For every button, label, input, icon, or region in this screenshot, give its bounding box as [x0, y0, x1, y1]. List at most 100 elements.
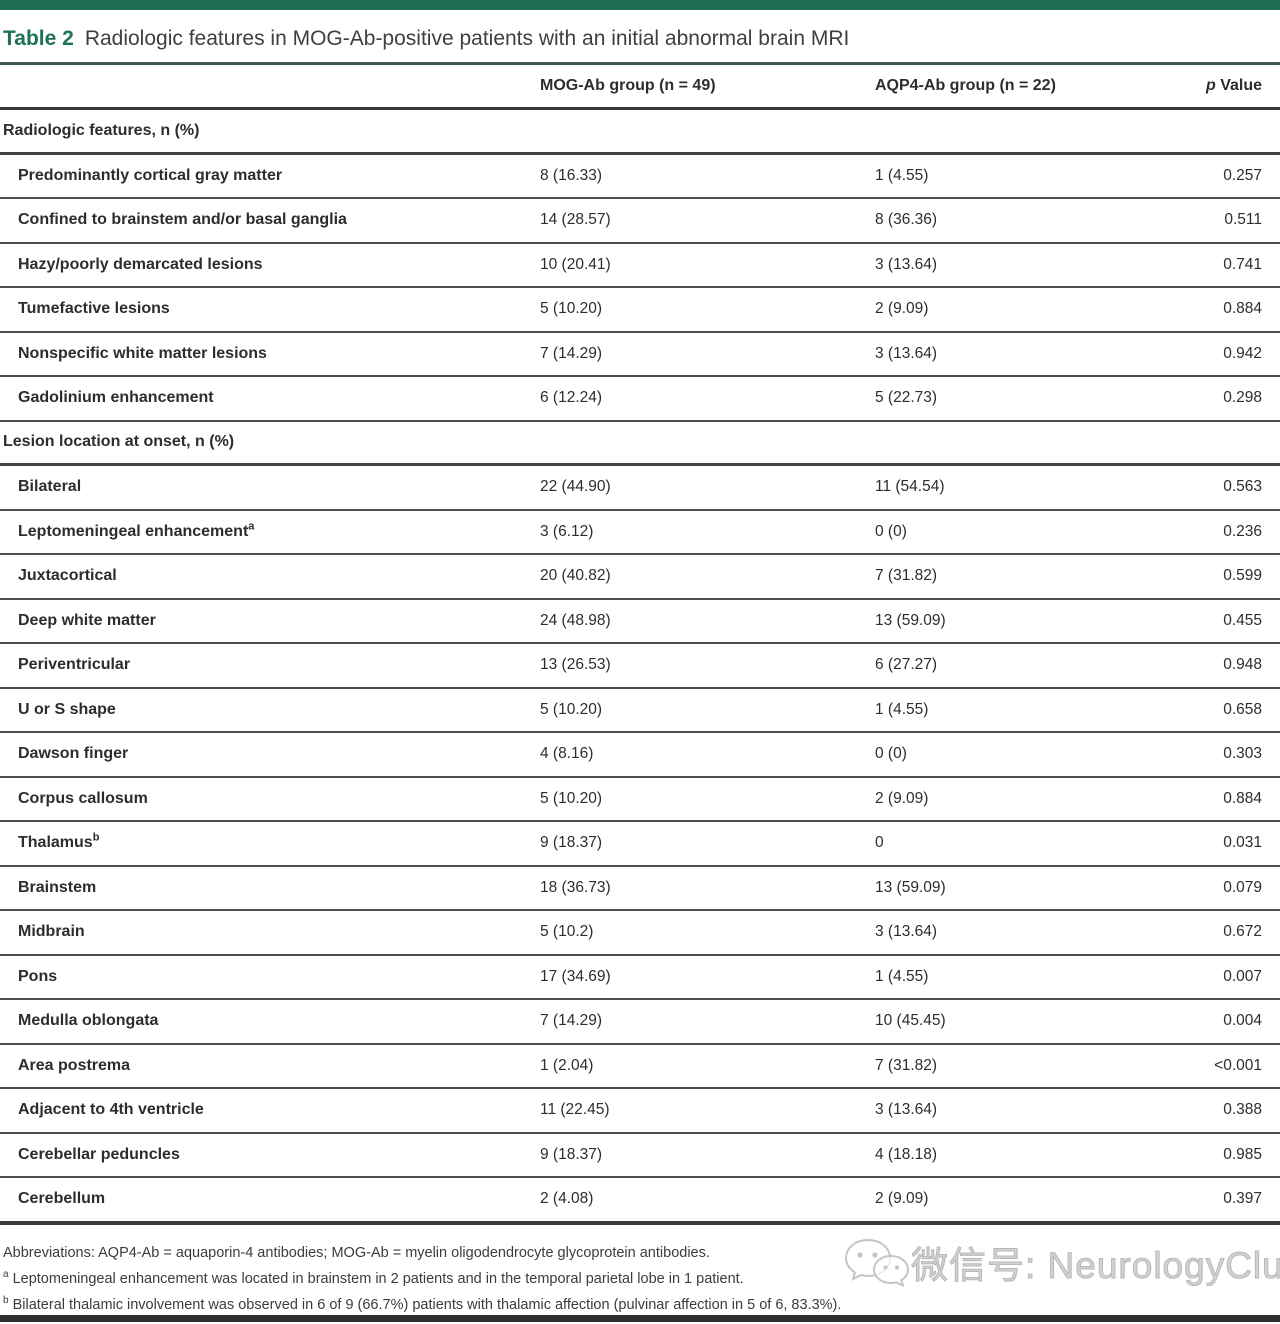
table-row: Bilateral 22 (44.90) 11 (54.54) 0.563	[0, 466, 1280, 511]
row-label: Bilateral	[18, 478, 82, 496]
row-label: Area postrema	[18, 1056, 131, 1074]
p-value: 0.884	[1223, 789, 1262, 807]
aqp4-value: 2 (9.09)	[875, 300, 929, 318]
p-value: <0.001	[1214, 1056, 1262, 1074]
table-row: Medulla oblongata 7 (14.29) 10 (45.45) 0…	[0, 1000, 1280, 1045]
table-row: Area postrema 1 (2.04) 7 (31.82) <0.001	[0, 1045, 1280, 1089]
p-value: 0.511	[1224, 211, 1262, 229]
p-value: 0.303	[1223, 745, 1262, 763]
table-row: Nonspecific white matter lesions 7 (14.2…	[0, 333, 1280, 377]
mog-value: 13 (26.53)	[540, 656, 611, 674]
p-symbol: p	[1205, 77, 1216, 94]
row-label: Periventricular	[18, 656, 131, 674]
row-label: Pons	[18, 967, 58, 985]
mog-value: 9 (18.37)	[540, 1145, 603, 1163]
mog-value: 18 (36.73)	[540, 878, 611, 896]
aqp4-value: 7 (31.82)	[875, 1056, 938, 1074]
p-value: 0.031	[1223, 834, 1262, 852]
aqp4-value: 3 (13.64)	[875, 344, 938, 362]
section-label: Radiologic features, n (%)	[3, 121, 200, 139]
table-number-label: Table 2	[3, 27, 74, 50]
p-value: 0.397	[1223, 1190, 1262, 1208]
mog-value: 4 (8.16)	[540, 745, 594, 763]
aqp4-value: 2 (9.09)	[875, 1190, 929, 1208]
mog-value: 17 (34.69)	[540, 967, 611, 985]
table-row: U or S shape 5 (10.20) 1 (4.55) 0.658	[0, 689, 1280, 733]
footnote-marker-b: b	[92, 831, 100, 844]
table-row: Brainstem 18 (36.73) 13 (59.09) 0.079	[0, 867, 1280, 911]
p-value: 0.985	[1223, 1145, 1262, 1163]
row-label: Adjacent to 4th ventricle	[18, 1101, 204, 1119]
table-row: Cerebellar peduncles 9 (18.37) 4 (18.18)…	[0, 1134, 1280, 1178]
aqp4-value: 5 (22.73)	[875, 389, 938, 407]
aqp4-value: 0 (0)	[875, 522, 907, 540]
table-row: Hazy/poorly demarcated lesions 10 (20.41…	[0, 244, 1280, 288]
table-footnotes: Abbreviations: AQP4-Ab = aquaporin-4 ant…	[3, 1240, 1280, 1318]
section-row: Radiologic features, n (%)	[0, 110, 1280, 155]
table-row: Thalamusb 9 (18.37) 0 0.031	[0, 822, 1280, 867]
p-value: 0.741	[1223, 255, 1262, 273]
footnote-abbreviations: Abbreviations: AQP4-Ab = aquaporin-4 ant…	[3, 1244, 710, 1261]
row-label: Hazy/poorly demarcated lesions	[18, 255, 263, 273]
table-row: Confined to brainstem and/or basal gangl…	[0, 199, 1280, 244]
aqp4-value: 1 (4.55)	[875, 967, 929, 985]
footnote-a-marker: a	[3, 1268, 9, 1280]
p-value: 0.672	[1223, 923, 1262, 941]
row-label: Midbrain	[18, 923, 85, 941]
row-label: Nonspecific white matter lesions	[18, 344, 267, 362]
mog-value: 6 (12.24)	[540, 389, 603, 407]
p-value: 0.884	[1223, 300, 1262, 318]
bottom-rule-bar	[0, 1315, 1280, 1322]
table-row: Midbrain 5 (10.2) 3 (13.64) 0.672	[0, 911, 1280, 956]
aqp4-value: 13 (59.09)	[875, 878, 946, 896]
aqp4-value: 4 (18.18)	[875, 1145, 938, 1163]
row-label: U or S shape	[18, 700, 116, 718]
table-row: Juxtacortical 20 (40.82) 7 (31.82) 0.599	[0, 555, 1280, 600]
mog-value: 3 (6.12)	[540, 522, 594, 540]
p-value: 0.599	[1223, 567, 1262, 585]
table-row: Predominantly cortical gray matter 8 (16…	[0, 155, 1280, 199]
p-value: 0.257	[1223, 166, 1262, 184]
table-row: Dawson finger 4 (8.16) 0 (0) 0.303	[0, 733, 1280, 778]
row-label: Leptomeningeal enhancementa	[18, 520, 255, 540]
aqp4-value: 3 (13.64)	[875, 255, 938, 273]
row-label: Medulla oblongata	[18, 1012, 159, 1030]
section-label: Lesion location at onset, n (%)	[3, 433, 235, 451]
row-label: Corpus callosum	[18, 789, 148, 807]
footnote-marker-a: a	[248, 520, 255, 533]
row-label: Gadolinium enhancement	[18, 389, 214, 407]
table-title: Radiologic features in MOG-Ab-positive p…	[84, 27, 850, 50]
footnote-a: a Leptomeningeal enhancement was located…	[3, 1268, 744, 1287]
row-label: Cerebellar peduncles	[18, 1145, 180, 1163]
mog-value: 5 (10.2)	[540, 923, 594, 941]
table-title-row: Table 2 Radiologic features in MOG-Ab-pos…	[3, 24, 1280, 54]
mog-value: 10 (20.41)	[540, 255, 611, 273]
p-value: 0.079	[1223, 878, 1262, 896]
p-value: 0.004	[1223, 1012, 1262, 1030]
mog-value: 2 (4.08)	[540, 1190, 594, 1208]
table-row: Periventricular 13 (26.53) 6 (27.27) 0.9…	[0, 644, 1280, 689]
table-row: Corpus callosum 5 (10.20) 2 (9.09) 0.884	[0, 778, 1280, 822]
row-label: Tumefactive lesions	[18, 300, 170, 318]
aqp4-value: 3 (13.64)	[875, 923, 938, 941]
top-accent-bar	[0, 0, 1280, 10]
aqp4-value: 13 (59.09)	[875, 611, 946, 629]
mog-value: 20 (40.82)	[540, 567, 611, 585]
mog-value: 14 (28.57)	[540, 211, 611, 229]
aqp4-value: 8 (36.36)	[875, 211, 938, 229]
table-row: Gadolinium enhancement 6 (12.24) 5 (22.7…	[0, 377, 1280, 422]
footnote-b: b Bilateral thalamic involvement was obs…	[3, 1294, 842, 1313]
aqp4-value: 10 (45.45)	[875, 1012, 946, 1030]
aqp4-value: 1 (4.55)	[875, 700, 929, 718]
aqp4-value: 1 (4.55)	[875, 166, 929, 184]
mog-value: 5 (10.20)	[540, 300, 603, 318]
row-label: Brainstem	[18, 878, 97, 896]
p-value: 0.298	[1223, 389, 1262, 407]
aqp4-value: 0 (0)	[875, 745, 907, 763]
aqp4-value: 7 (31.82)	[875, 567, 938, 585]
mog-value: 9 (18.37)	[540, 834, 603, 852]
p-value: 0.942	[1223, 344, 1262, 362]
mog-value: 7 (14.29)	[540, 1012, 603, 1030]
section-row: Lesion location at onset, n (%)	[0, 422, 1280, 466]
